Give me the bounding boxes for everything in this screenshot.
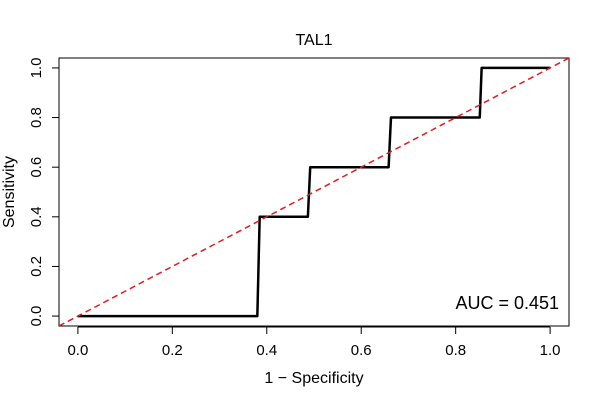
reference-diagonal-line — [59, 58, 569, 326]
y-axis: 0.0 0.2 0.4 0.6 0.8 1.0 — [28, 57, 60, 327]
x-axis-label: 1 − Specificity — [264, 370, 363, 387]
y-tick-label: 0.6 — [28, 157, 45, 178]
x-tick-label: 0.8 — [445, 342, 466, 359]
y-axis-label: Sensitivity — [1, 156, 18, 228]
series-layer — [59, 58, 569, 326]
x-tick-label: 0.2 — [162, 342, 183, 359]
y-tick-label: 0.8 — [28, 107, 45, 128]
auc-annotation: AUC = 0.451 — [455, 293, 559, 313]
x-axis: 0.0 0.2 0.4 0.6 0.8 1.0 — [67, 326, 561, 359]
plot-frame — [58, 57, 570, 327]
y-tick-label: 0.4 — [28, 206, 45, 227]
x-tick-label: 0.0 — [67, 342, 88, 359]
x-tick-label: 0.6 — [351, 342, 372, 359]
y-tick-label: 0.2 — [28, 256, 45, 277]
x-tick-label: 1.0 — [540, 342, 561, 359]
y-tick-label: 0.0 — [28, 306, 45, 327]
x-tick-label: 0.4 — [256, 342, 277, 359]
chart-title: TAL1 — [295, 32, 332, 49]
roc-curve — [77, 66, 551, 318]
y-tick-label: 1.0 — [28, 57, 45, 78]
